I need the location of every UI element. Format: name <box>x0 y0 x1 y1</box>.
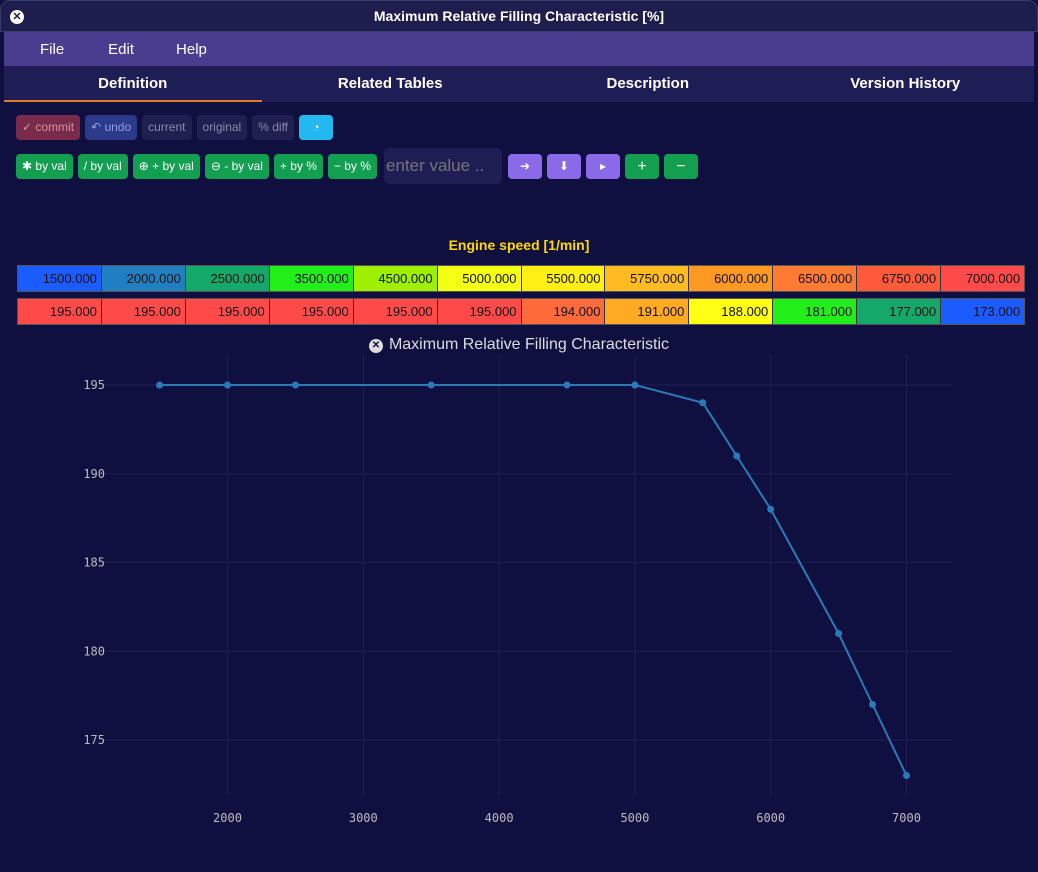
current-button[interactable]: current <box>142 115 192 140</box>
y-tick-label: 190 <box>83 467 105 481</box>
multiply-by-value-button[interactable]: ✱ by val <box>16 153 73 179</box>
percent-diff-button[interactable]: % diff <box>252 115 295 140</box>
commit-button[interactable]: ✓ commit <box>16 115 81 140</box>
menu-file[interactable]: File <box>40 40 65 58</box>
data-point <box>563 381 571 389</box>
title-bar: ✕ Maximum Relative Filling Characteristi… <box>0 0 1038 32</box>
x-axis-title: Engine speed [1/min] <box>448 237 590 253</box>
x-axis-cell[interactable]: 6750.000 <box>857 266 942 291</box>
data-point <box>869 701 877 708</box>
line-chart: 175 180 185 190 195 2000 3000 4000 5000 6000 7000 <box>83 355 952 825</box>
menu-help[interactable]: Help <box>176 40 207 58</box>
data-point <box>156 381 164 389</box>
math-toolbar: ✱ by val / by val ⊕ + by val ⊖ - by val … <box>16 148 703 184</box>
x-tick-label: 5000 <box>620 811 649 825</box>
value-cell[interactable]: 195.000 <box>101 299 186 324</box>
data-point <box>903 772 910 779</box>
series-line <box>159 384 908 776</box>
value-cell[interactable]: 188.000 <box>689 299 774 324</box>
x-axis-cell[interactable]: 5750.000 <box>605 266 690 291</box>
x-axis-cell[interactable]: 6500.000 <box>773 266 858 291</box>
value-cell[interactable]: 194.000 <box>521 299 606 324</box>
caret-right-icon[interactable]: ▸ <box>585 153 620 179</box>
chart-title: ✕ Maximum Relative Filling Characteristic <box>0 336 1038 354</box>
undo-button[interactable]: ↶ undo <box>85 115 138 140</box>
value-cell[interactable]: 195.000 <box>269 299 354 324</box>
divide-by-value-button[interactable]: / by val <box>77 153 128 179</box>
y-tick-label: 175 <box>83 733 105 747</box>
x-axis-cell[interactable]: 4500.000 <box>353 266 438 291</box>
menu-edit[interactable]: Edit <box>108 40 135 58</box>
x-axis-cell[interactable]: 2500.000 <box>185 266 270 291</box>
menu-bar: File Edit Help <box>4 32 1034 66</box>
value-cell[interactable]: 195.000 <box>353 299 438 324</box>
value-cell[interactable]: 195.000 <box>437 299 522 324</box>
x-tick-label: 7000 <box>892 811 921 825</box>
tab-version-history[interactable]: Version History <box>850 75 961 92</box>
x-axis-cell[interactable]: 5500.000 <box>521 266 606 291</box>
x-axis-cell[interactable]: 7000.000 <box>941 266 1025 291</box>
data-point <box>291 381 299 389</box>
x-tick-label: 2000 <box>213 811 242 825</box>
x-tick-label: 6000 <box>756 811 785 825</box>
data-point <box>699 399 707 407</box>
decrement-button[interactable]: − <box>663 153 698 179</box>
arrow-right-icon[interactable]: ➜ <box>507 153 542 179</box>
window-title: Maximum Relative Filling Characteristic … <box>373 8 665 24</box>
data-point <box>427 381 435 389</box>
tab-description[interactable]: Description <box>606 75 689 92</box>
add-by-percent-button[interactable]: + by % <box>273 153 323 179</box>
x-tick-label: 4000 <box>485 811 514 825</box>
data-point <box>631 381 639 389</box>
value-input[interactable] <box>383 148 502 184</box>
data-point <box>835 630 843 637</box>
x-axis-row: 1500.000 2000.000 2500.000 3500.000 4500.000… <box>17 265 1025 292</box>
tab-bar: Definition Related Tables Description Ve… <box>4 66 1034 102</box>
increment-button[interactable]: + <box>624 153 659 179</box>
subtract-by-value-button[interactable]: ⊖ - by val <box>204 153 269 179</box>
original-button[interactable]: original <box>196 115 248 140</box>
data-point <box>767 505 775 513</box>
x-tick-label: 3000 <box>349 811 378 825</box>
y-tick-label: 185 <box>83 556 105 570</box>
x-axis-cell[interactable]: 3500.000 <box>269 266 354 291</box>
chart-title-text: Maximum Relative Filling Characteristic <box>388 336 670 353</box>
y-tick-label: 195 <box>83 378 105 392</box>
close-chart-icon[interactable]: ✕ <box>368 339 383 353</box>
arrow-down-icon[interactable]: ⬇ <box>546 153 581 179</box>
subtract-by-percent-button[interactable]: − by % <box>327 153 377 179</box>
close-icon[interactable]: ✕ <box>10 10 24 24</box>
value-cell[interactable]: 195.000 <box>185 299 270 324</box>
y-tick-label: 180 <box>83 644 105 658</box>
value-cell[interactable]: 177.000 <box>857 299 942 324</box>
x-axis-cell[interactable]: 2000.000 <box>101 266 186 291</box>
x-axis-cell[interactable]: 5000.000 <box>437 266 522 291</box>
value-cell[interactable]: 195.000 <box>18 299 102 324</box>
data-point <box>733 452 741 460</box>
data-point <box>224 381 231 389</box>
x-axis-cell[interactable]: 6000.000 <box>689 266 774 291</box>
value-cell[interactable]: 191.000 <box>605 299 690 324</box>
tab-definition[interactable]: Definition <box>4 66 262 102</box>
chart-toggle-icon[interactable]: ◔ <box>299 115 334 140</box>
value-cell[interactable]: 181.000 <box>773 299 858 324</box>
value-cell[interactable]: 173.000 <box>941 299 1025 324</box>
add-by-value-button[interactable]: ⊕ + by val <box>132 153 200 179</box>
edit-toolbar: ✓ commit ↶ undo current original % diff … <box>16 115 338 140</box>
x-axis-cell[interactable]: 1500.000 <box>18 266 102 291</box>
value-row: 195.000 195.000 195.000 195.000 195.000 195.0… <box>17 298 1025 325</box>
tab-related-tables[interactable]: Related Tables <box>337 75 443 92</box>
